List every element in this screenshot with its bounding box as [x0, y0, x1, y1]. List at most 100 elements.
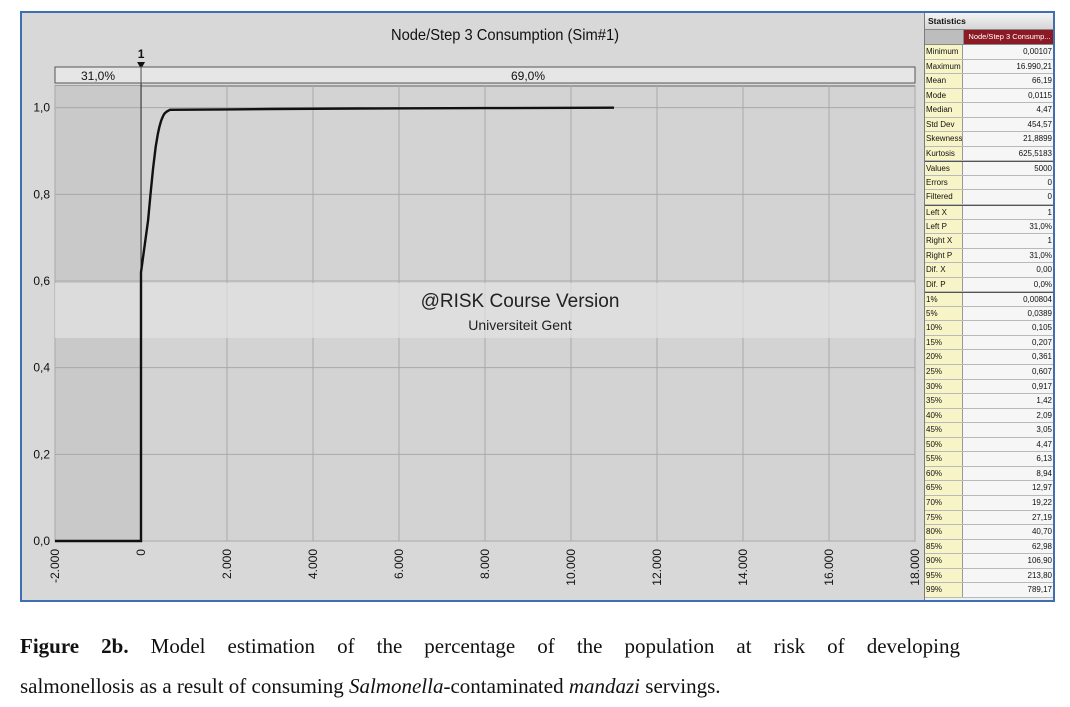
statistics-row-label: Skewness	[925, 132, 963, 146]
statistics-row-label: 1%	[925, 293, 963, 306]
statistics-row-label: 65%	[925, 481, 963, 495]
statistics-row-value: 0,0389	[963, 306, 1053, 321]
statistics-row-label: 70%	[925, 495, 963, 510]
statistics-row-label: 90%	[925, 554, 963, 568]
figure-caption: Figure 2b. Model estimation of the perce…	[20, 626, 960, 706]
statistics-row-label: Kurtosis	[925, 146, 963, 161]
watermark-line-1: @RISK Course Version	[421, 291, 620, 312]
statistics-row-value: 16.990,21	[963, 59, 1053, 74]
y-tick-label: 0,2	[33, 447, 50, 461]
statistics-row: 99% 789,17	[925, 583, 1053, 598]
statistics-row-value: 0,105	[963, 321, 1053, 335]
statistics-row-value: 31,0%	[963, 219, 1053, 234]
statistics-column-header: Node/Step 3 Consump...	[925, 30, 1053, 45]
statistics-row-value: 0,00804	[963, 293, 1053, 306]
statistics-row-label: 15%	[925, 335, 963, 350]
cumulative-curve	[55, 106, 615, 543]
caption-italic-2: mandazi	[568, 674, 641, 698]
y-tick-label: 0,8	[33, 187, 50, 201]
statistics-row-value: 0,00	[963, 263, 1053, 277]
x-tick-label: 12.000	[650, 549, 664, 586]
caption-line-2: salmonellosis as a result of consuming S…	[20, 666, 960, 706]
statistics-row-value: 21,8899	[963, 132, 1053, 146]
marker-label: 1	[138, 47, 145, 61]
statistics-row-label: 85%	[925, 539, 963, 554]
x-tick-label: 10.000	[564, 549, 578, 586]
statistics-row-label: Minimum	[925, 45, 963, 59]
cumulative-chart: Node/Step 3 Consumption (Sim#1) 1 31,0% 69,…	[33, 26, 922, 586]
x-tick-label: 6.000	[392, 549, 406, 579]
statistics-row-value: 106,90	[963, 554, 1053, 568]
statistics-row-label: Median	[925, 103, 963, 117]
x-tick-label: 2.000	[220, 549, 234, 579]
statistics-panel: Statistics Node/Step 3 Consump... Minimu…	[924, 13, 1053, 600]
statistics-row-value: 0,361	[963, 350, 1053, 365]
caption-text-2b: -contaminated	[443, 674, 569, 698]
statistics-row-label: 45%	[925, 423, 963, 437]
statistics-row: 1% 0,00804	[925, 292, 1053, 307]
statistics-row-label: 75%	[925, 510, 963, 525]
x-tick-label: 4.000	[306, 549, 320, 579]
statistics-row-value: 0,607	[963, 365, 1053, 379]
statistics-row: 5% 0,0389	[925, 306, 1053, 322]
statistics-row: 55% 6,13	[925, 452, 1053, 467]
statistics-row: Mean 66,19	[925, 74, 1053, 89]
x-tick-label: -2.000	[48, 549, 62, 583]
caption-text-2c: servings.	[640, 674, 721, 698]
statistics-row: Left P 31,0%	[925, 219, 1053, 235]
statistics-row: 50% 4,47	[925, 437, 1053, 453]
watermark-line-2: Universiteit Gent	[468, 317, 572, 333]
statistics-row-label: Std Dev	[925, 117, 963, 132]
statistics-row: 60% 8,94	[925, 466, 1053, 482]
x-tick-label: 16.000	[822, 549, 836, 586]
statistics-rows: Minimum 0,00107 Maximum 16.990,21 Mean 66,19 M…	[925, 45, 1053, 598]
statistics-row-value: 8,94	[963, 466, 1053, 481]
statistics-row: Std Dev 454,57	[925, 117, 1053, 133]
statistics-row-value: 213,80	[963, 568, 1053, 583]
statistics-row-label: Mean	[925, 74, 963, 88]
statistics-row-label: 95%	[925, 568, 963, 583]
statistics-row-label: 40%	[925, 408, 963, 423]
y-tick-label: 1,0	[33, 101, 50, 115]
statistics-row-label: 60%	[925, 466, 963, 481]
statistics-row: Skewness 21,8899	[925, 132, 1053, 147]
statistics-row: Maximum 16.990,21	[925, 59, 1053, 75]
statistics-row-value: 454,57	[963, 117, 1053, 132]
statistics-row-value: 66,19	[963, 74, 1053, 88]
statistics-row-label: 30%	[925, 379, 963, 394]
y-tick-label: 0,0	[33, 534, 50, 548]
statistics-column-name[interactable]: Node/Step 3 Consump...	[964, 30, 1053, 44]
statistics-row-label: 25%	[925, 365, 963, 379]
x-tick-label: 0	[134, 549, 148, 556]
caption-italic-1: Salmonella	[348, 674, 444, 698]
statistics-row-label: Maximum	[925, 59, 963, 74]
statistics-row-label: Right X	[925, 234, 963, 248]
statistics-row-label: Right P	[925, 248, 963, 263]
statistics-row-value: 0,207	[963, 335, 1053, 350]
statistics-row-label: Left P	[925, 219, 963, 234]
marker-arrow	[137, 62, 146, 69]
statistics-row: Mode 0,0115	[925, 88, 1053, 104]
statistics-row-label: 55%	[925, 452, 963, 466]
statistics-row: 45% 3,05	[925, 423, 1053, 438]
statistics-row-label: Dif. X	[925, 263, 963, 277]
statistics-row: 65% 12,97	[925, 481, 1053, 496]
x-tick-label: 18.000	[908, 549, 922, 586]
statistics-row-value: 62,98	[963, 539, 1053, 554]
statistics-row-label: 50%	[925, 437, 963, 452]
statistics-row: 80% 40,70	[925, 525, 1053, 540]
statistics-row-value: 0,0115	[963, 88, 1053, 103]
statistics-row: 10% 0,105	[925, 321, 1053, 336]
statistics-row-label: 80%	[925, 525, 963, 539]
statistics-row: 90% 106,90	[925, 554, 1053, 569]
statistics-row-value: 0,00107	[963, 45, 1053, 59]
statistics-row: 85% 62,98	[925, 539, 1053, 555]
statistics-row-label: Left X	[925, 206, 963, 219]
statistics-row-value: 625,5183	[963, 146, 1053, 161]
statistics-row: Median 4,47	[925, 103, 1053, 118]
right-band-label: 69,0%	[511, 69, 545, 83]
statistics-row-label: Mode	[925, 88, 963, 103]
statistics-header-blank	[925, 30, 964, 44]
statistics-row-label: Errors	[925, 175, 963, 190]
